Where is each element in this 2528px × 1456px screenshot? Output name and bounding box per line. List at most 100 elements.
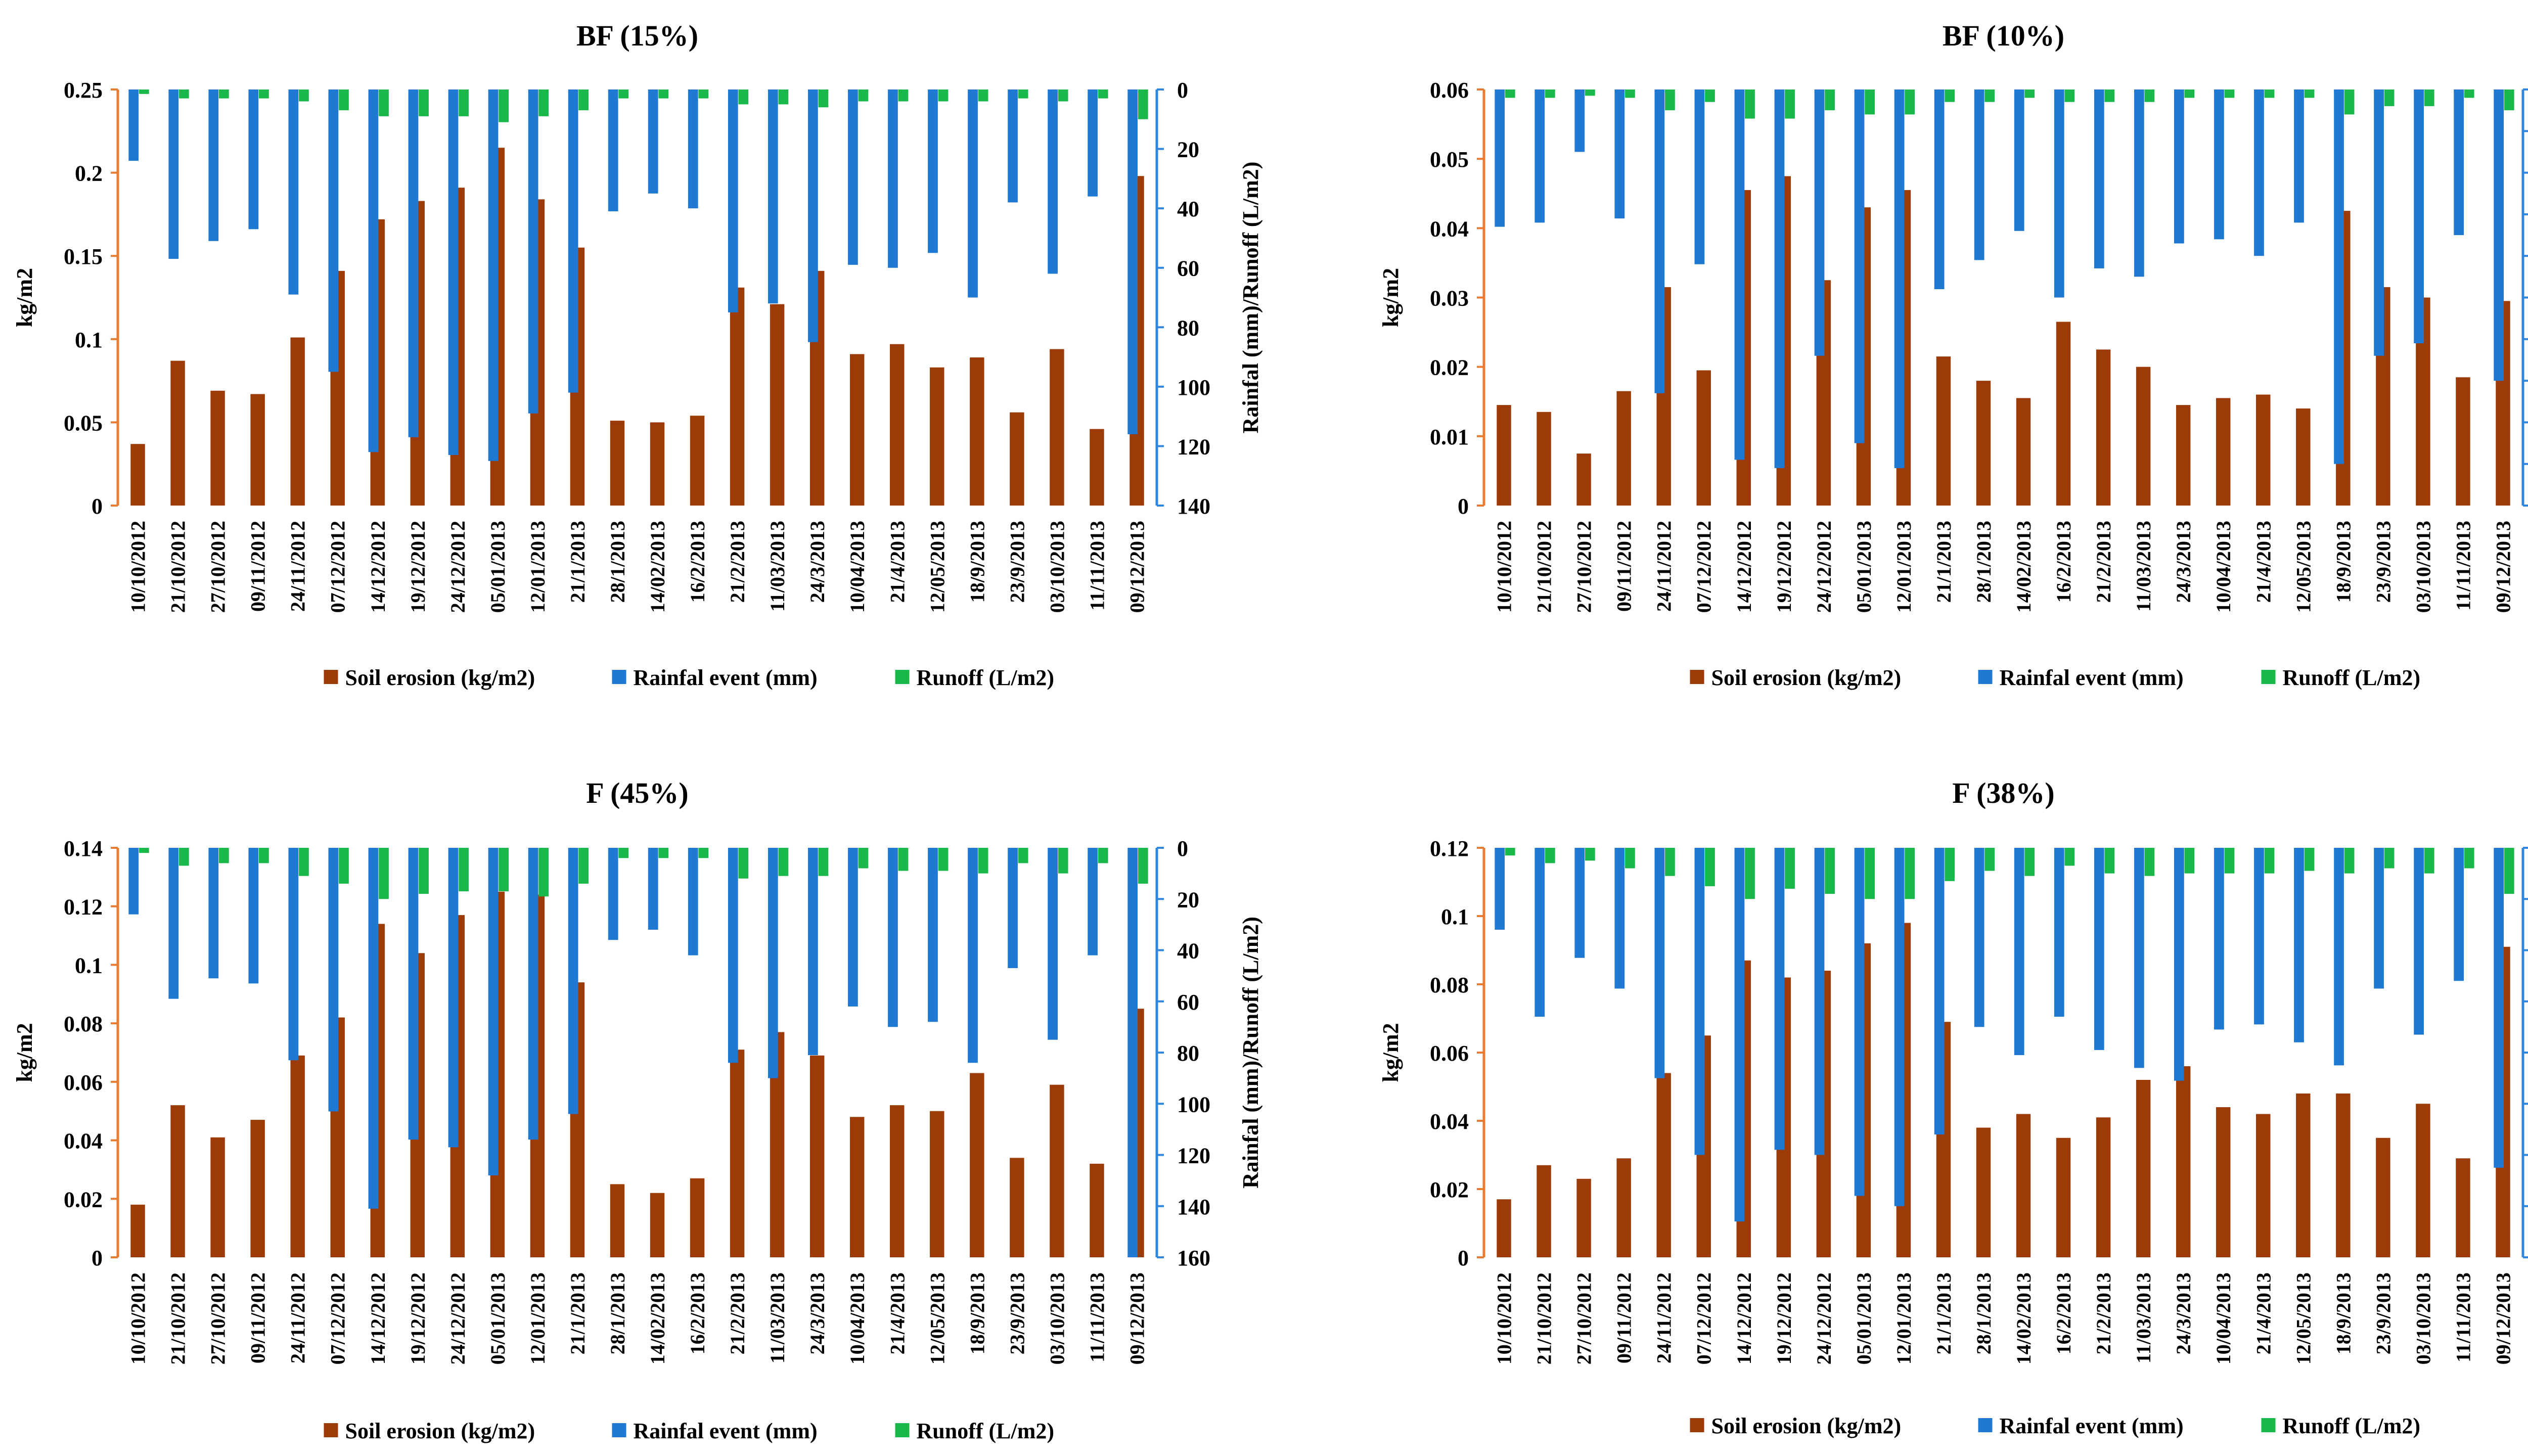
soil-erosion-bar bbox=[650, 422, 665, 506]
rainfall-bar bbox=[1614, 848, 1625, 989]
runoff-bar bbox=[2384, 848, 2395, 869]
soil-erosion-bar bbox=[610, 1184, 625, 1257]
left-tick-label: 0.06 bbox=[64, 1070, 103, 1095]
category-tick-label: 23/9/2013 bbox=[2372, 1272, 2395, 1354]
right-axis-label: Rainfal (mm)/Runoff (L/m2) bbox=[1238, 917, 1263, 1189]
rainfall-bar bbox=[1495, 848, 1505, 930]
legend-swatch bbox=[612, 1423, 626, 1437]
left-tick-label: 0.15 bbox=[64, 244, 103, 269]
soil-erosion-bar bbox=[1537, 1165, 1551, 1257]
runoff-bar bbox=[2224, 89, 2235, 98]
legend-swatch bbox=[2261, 1418, 2276, 1432]
right-tick-label: 160 bbox=[1177, 1246, 1210, 1270]
runoff-bar bbox=[1138, 89, 1148, 119]
runoff-bar bbox=[818, 848, 829, 876]
left-tick-label: 0.08 bbox=[1430, 973, 1469, 997]
left-tick-label: 0.1 bbox=[1441, 904, 1469, 929]
runoff-bar bbox=[2224, 848, 2235, 874]
soil-erosion-bar bbox=[2376, 1138, 2390, 1257]
category-tick-label: 24/3/2013 bbox=[806, 1272, 829, 1354]
runoff-bar bbox=[938, 89, 949, 102]
rainfall-bar bbox=[1088, 848, 1098, 956]
rainfall-bar bbox=[1654, 89, 1665, 393]
rainfall-bar bbox=[1088, 89, 1098, 197]
category-tick-label: 21/10/2012 bbox=[167, 1272, 190, 1364]
left-axis-label: kg/m2 bbox=[1378, 1023, 1403, 1082]
left-tick-label: 0.03 bbox=[1430, 286, 1469, 311]
category-tick-label: 27/10/2012 bbox=[207, 1272, 230, 1364]
legend-entry: Soil erosion (kg/m2) bbox=[345, 1419, 535, 1443]
rainfall-bar bbox=[1127, 89, 1138, 434]
runoff-bar bbox=[1984, 848, 1995, 871]
runoff-bar bbox=[1585, 848, 1595, 861]
runoff-bar bbox=[2304, 848, 2315, 871]
left-tick-label: 0.06 bbox=[1430, 78, 1469, 103]
soil-erosion-bar bbox=[1497, 1199, 1511, 1257]
legend-entry: Runoff (L/m2) bbox=[2283, 665, 2421, 690]
soil-erosion-bar bbox=[130, 444, 145, 506]
rainfall-bar bbox=[2294, 848, 2304, 1042]
category-tick-label: 19/12/2012 bbox=[1773, 1272, 1795, 1364]
rainfall-bar bbox=[1894, 89, 1905, 468]
soil-erosion-bar bbox=[690, 416, 705, 506]
category-tick-label: 21/10/2012 bbox=[167, 521, 190, 613]
runoff-bar bbox=[698, 89, 709, 99]
runoff-bar bbox=[1098, 89, 1108, 99]
category-tick-label: 10/04/2013 bbox=[2212, 1272, 2235, 1364]
legend-swatch bbox=[1690, 670, 1704, 684]
left-tick-label: 0.05 bbox=[1430, 147, 1469, 172]
category-tick-label: 10/04/2013 bbox=[846, 1272, 869, 1364]
rainfall-bar bbox=[1614, 89, 1625, 219]
category-tick-label: 11/03/2013 bbox=[2132, 1272, 2155, 1363]
soil-erosion-bar bbox=[770, 304, 785, 506]
chart-bf-15: BF (15%) 0 0.05 0.1 0.15 0.2 0.25 0 20 40 60 80 100 1… bbox=[12, 19, 1263, 690]
soil-erosion-bar bbox=[730, 287, 745, 506]
category-tick-label: 11/03/2013 bbox=[766, 521, 789, 612]
rainfall-bar bbox=[528, 848, 538, 1140]
rainfall-bar bbox=[1008, 89, 1018, 203]
right-tick-label: 80 bbox=[1177, 1041, 1199, 1066]
runoff-bar bbox=[2464, 848, 2474, 869]
runoff-bar bbox=[1625, 848, 1635, 869]
runoff-bar bbox=[1585, 89, 1595, 96]
runoff-bar bbox=[2464, 89, 2474, 98]
category-tick-label: 12/05/2013 bbox=[926, 1272, 949, 1364]
category-tick-label: 21/2/2013 bbox=[2092, 521, 2115, 603]
soil-erosion-bar bbox=[2256, 394, 2271, 506]
rainfall-bar bbox=[688, 89, 698, 209]
runoff-bar bbox=[2424, 89, 2434, 106]
rainfall-bar bbox=[248, 848, 259, 984]
runoff-bar bbox=[2424, 848, 2434, 874]
soil-erosion-bar bbox=[210, 1137, 225, 1257]
category-tick-label: 27/10/2012 bbox=[1573, 521, 1596, 613]
right-tick-label: 20 bbox=[1177, 887, 1199, 912]
rainfall-bar bbox=[888, 848, 898, 1027]
category-tick-label: 10/04/2013 bbox=[2212, 521, 2235, 613]
soil-erosion-bar bbox=[930, 367, 944, 506]
soil-erosion-bar bbox=[1576, 1178, 1591, 1257]
rainfall-bar bbox=[2254, 89, 2264, 256]
category-tick-label: 21/2/2013 bbox=[2092, 1272, 2115, 1354]
soil-erosion-bar bbox=[1010, 412, 1024, 506]
runoff-bar bbox=[658, 848, 669, 858]
right-tick-label: 40 bbox=[1177, 939, 1199, 964]
rainfall-bar bbox=[1774, 848, 1785, 1150]
category-tick-label: 09/11/2012 bbox=[1613, 521, 1636, 612]
runoff-bar bbox=[379, 848, 389, 899]
category-tick-label: 18/9/2013 bbox=[2332, 521, 2355, 603]
soil-erosion-bar bbox=[2256, 1114, 2271, 1257]
runoff-bar bbox=[1545, 848, 1555, 863]
legend-swatch bbox=[1978, 670, 1993, 684]
soil-erosion-bar bbox=[2056, 1138, 2071, 1257]
runoff-bar bbox=[379, 89, 389, 116]
soil-erosion-bar bbox=[1616, 1158, 1631, 1257]
legend-entry: Soil erosion (kg/m2) bbox=[345, 665, 535, 690]
category-tick-label: 14/02/2013 bbox=[2012, 521, 2035, 613]
category-tick-label: 24/3/2013 bbox=[806, 521, 829, 603]
category-tick-label: 16/2/2013 bbox=[2052, 1272, 2075, 1354]
rainfall-bar bbox=[2174, 89, 2184, 244]
category-tick-label: 21/4/2013 bbox=[2252, 521, 2275, 603]
legend-swatch bbox=[1978, 1418, 1993, 1432]
category-tick-label: 12/01/2013 bbox=[1892, 1272, 1915, 1364]
category-tick-label: 14/12/2012 bbox=[1733, 521, 1755, 613]
